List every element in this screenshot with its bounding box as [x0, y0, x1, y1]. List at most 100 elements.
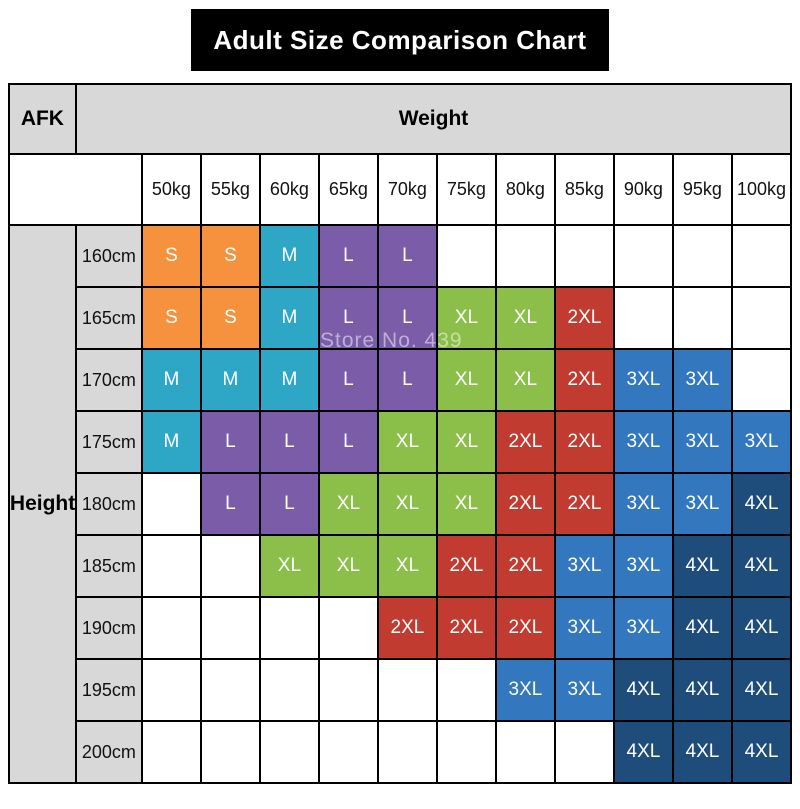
height-row-label: 170cm	[74, 348, 143, 412]
chart-title-banner: Adult Size Comparison Chart	[191, 9, 609, 71]
height-row: 190cm 2XL 2XL 2XL 3XL 3XL 4XL 4XL	[9, 596, 793, 660]
size-cell: 2XL	[435, 596, 497, 660]
size-cell: L	[317, 410, 379, 474]
size-cell: 4XL	[730, 720, 793, 784]
size-cell: 3XL	[553, 596, 615, 660]
size-cell: L	[258, 410, 320, 474]
size-cell: XL	[494, 286, 556, 350]
size-cell: 2XL	[494, 472, 556, 536]
size-cell: L	[199, 410, 261, 474]
empty-cell	[435, 658, 497, 722]
size-cell: XL	[435, 410, 497, 474]
size-cell: XL	[317, 472, 379, 536]
empty-cell	[317, 720, 379, 784]
size-cell: 4XL	[730, 472, 793, 536]
size-cell: 2XL	[494, 410, 556, 474]
empty-cell	[435, 720, 497, 784]
blank-corner-cell	[7, 153, 143, 226]
size-cell: 2XL	[376, 596, 438, 660]
empty-cell	[376, 658, 438, 722]
size-cell: 3XL	[612, 410, 674, 474]
empty-cell	[140, 720, 202, 784]
empty-cell	[199, 596, 261, 660]
size-chart-table: AFK Weight 50kg 55kg 60kg 65kg 70kg 75kg 80kg 85k…	[7, 83, 793, 784]
height-row: 170cm M M M L L XL XL 2XL 3XL 3XL	[9, 348, 793, 412]
weight-column-header: 70kg	[376, 153, 438, 226]
size-cell: 3XL	[553, 658, 615, 722]
size-cell: 2XL	[553, 472, 615, 536]
size-cell: XL	[376, 410, 438, 474]
size-cell: L	[317, 348, 379, 412]
size-cell: M	[140, 348, 202, 412]
size-cell: XL	[376, 472, 438, 536]
size-cell: 3XL	[671, 410, 733, 474]
height-row-label: 175cm	[74, 410, 143, 474]
height-row: 165cm S S M L L XL XL 2XL	[9, 286, 793, 350]
empty-cell	[376, 720, 438, 784]
weight-column-header: 75kg	[435, 153, 497, 226]
height-row: 175cm M L L L XL XL 2XL 2XL 3XL 3XL 3XL	[9, 410, 793, 474]
empty-cell	[258, 596, 320, 660]
height-row-label: 165cm	[74, 286, 143, 350]
weight-column-header: 65kg	[317, 153, 379, 226]
chart-title: Adult Size Comparison Chart	[213, 24, 587, 55]
header-row-weight: AFK Weight	[7, 83, 793, 155]
size-cell: M	[199, 348, 261, 412]
weight-column-header: 60kg	[258, 153, 320, 226]
size-cell: L	[376, 224, 438, 288]
empty-cell	[140, 534, 202, 598]
size-cell: 2XL	[553, 410, 615, 474]
size-chart-body: AFK Weight 50kg 55kg 60kg 65kg 70kg 75kg 80kg 85k…	[7, 83, 793, 784]
corner-afk-cell: AFK	[7, 83, 77, 155]
size-cell: S	[199, 286, 261, 350]
size-cell: M	[258, 286, 320, 350]
size-cell: 4XL	[671, 658, 733, 722]
size-cell: 3XL	[494, 658, 556, 722]
weight-column-header: 100kg	[730, 153, 793, 226]
height-row: Height 160cm S S M L L	[7, 224, 793, 784]
size-cell: 4XL	[671, 534, 733, 598]
size-cell: 2XL	[553, 286, 615, 350]
empty-cell	[671, 224, 733, 288]
size-cell: 4XL	[612, 658, 674, 722]
size-cell: L	[317, 286, 379, 350]
size-cell: L	[199, 472, 261, 536]
header-row-columns: 50kg 55kg 60kg 65kg 70kg 75kg 80kg 85kg 90kg 95kg…	[7, 153, 793, 226]
size-cell: L	[258, 472, 320, 536]
height-row-label: 200cm	[74, 720, 143, 784]
empty-cell	[317, 596, 379, 660]
size-cell: 2XL	[435, 534, 497, 598]
height-axis-label: Height	[7, 224, 77, 784]
size-cell: 3XL	[612, 596, 674, 660]
size-cell: 3XL	[612, 472, 674, 536]
size-cell: S	[140, 224, 202, 288]
weight-column-header: 95kg	[671, 153, 733, 226]
size-cell: 3XL	[671, 348, 733, 412]
size-cell: L	[376, 348, 438, 412]
size-cell: 3XL	[671, 472, 733, 536]
size-chart-page: Adult Size Comparison Chart AFK Weight 50k…	[0, 9, 800, 809]
size-cell: 4XL	[671, 720, 733, 784]
height-row-label: 190cm	[74, 596, 143, 660]
weight-axis-label: Weight	[74, 83, 793, 155]
size-cell: XL	[258, 534, 320, 598]
size-cell: 4XL	[730, 534, 793, 598]
size-cell: 2XL	[553, 348, 615, 412]
weight-column-header: 55kg	[199, 153, 261, 226]
weight-column-header: 50kg	[140, 153, 202, 226]
empty-cell	[199, 720, 261, 784]
size-cell: 3XL	[730, 410, 793, 474]
empty-cell	[553, 720, 615, 784]
size-cell: M	[258, 224, 320, 288]
size-cell: XL	[376, 534, 438, 598]
empty-cell	[730, 286, 793, 350]
height-row: 195cm 3XL 3XL 4XL 4XL 4XL	[9, 658, 793, 722]
empty-cell	[671, 286, 733, 350]
size-cell: 2XL	[494, 534, 556, 598]
size-cell: 3XL	[553, 534, 615, 598]
empty-cell	[140, 596, 202, 660]
size-cell: XL	[435, 348, 497, 412]
empty-cell	[730, 224, 793, 288]
empty-cell	[612, 224, 674, 288]
size-cell: XL	[435, 472, 497, 536]
